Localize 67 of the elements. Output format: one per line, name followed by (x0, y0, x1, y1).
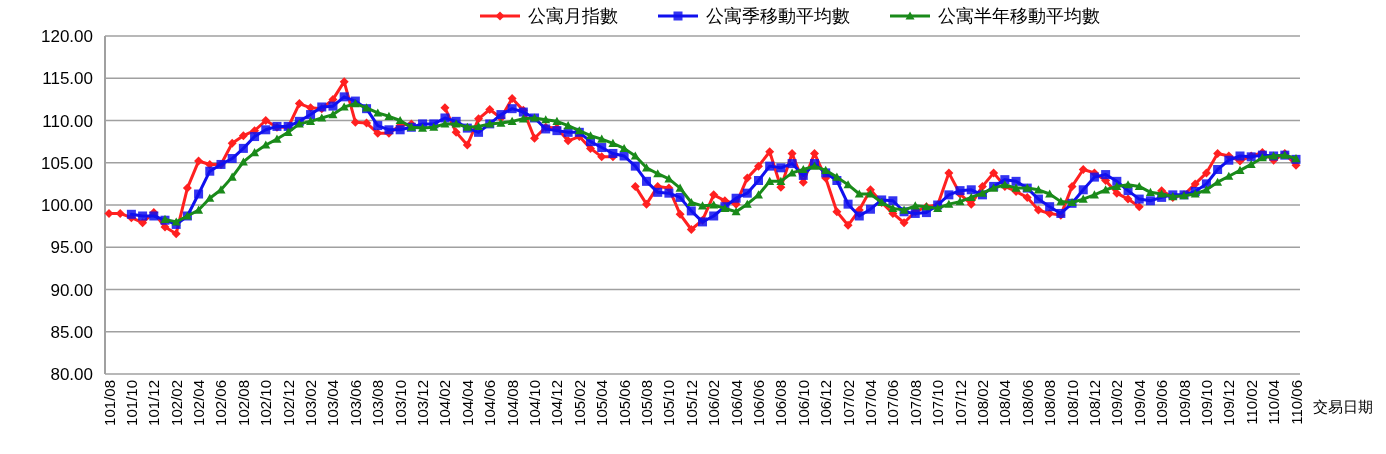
x-tick-label: 104/04 (458, 380, 476, 426)
y-tick-label: 120.00 (41, 27, 93, 46)
x-tick-label: 106/04 (727, 380, 745, 426)
x-tick-label: 109/10 (1197, 380, 1215, 426)
x-tick-label: 102/06 (212, 380, 230, 426)
x-tick-label: 104/08 (503, 380, 521, 426)
x-tick-label: 105/08 (638, 380, 656, 426)
x-tick-label: 102/02 (167, 380, 185, 426)
x-tick-label: 106/10 (794, 380, 812, 426)
x-tick-label: 103/10 (391, 380, 409, 426)
x-tick-label: 101/08 (100, 380, 118, 426)
x-axis-title: 交易日期 (1313, 398, 1373, 416)
y-tick-label: 95.00 (50, 238, 93, 258)
x-tick-label: 107/02 (839, 380, 857, 426)
x-tick-label: 109/04 (1130, 380, 1148, 426)
x-tick-label: 108/06 (1018, 380, 1036, 426)
y-tick-label: 90.00 (50, 280, 93, 300)
x-tick-label: 104/06 (481, 380, 499, 426)
x-tick-label: 107/06 (884, 380, 902, 426)
x-tick-label: 103/02 (302, 380, 320, 426)
x-tick-label: 103/04 (324, 380, 342, 426)
x-tick-label: 104/12 (548, 380, 566, 426)
y-tick-label: 85.00 (50, 322, 93, 342)
y-tick-label: 105.00 (41, 153, 93, 173)
x-tick-label: 109/12 (1220, 380, 1238, 426)
x-tick-label: 110/02 (1242, 380, 1260, 425)
x-tick-label: 105/02 (570, 380, 588, 426)
x-tick-label: 103/12 (414, 380, 432, 426)
x-tick-label: 103/08 (369, 380, 387, 426)
x-tick-label: 109/08 (1175, 380, 1193, 426)
x-tick-label: 102/08 (234, 380, 252, 426)
y-tick-label: 80.00 (50, 365, 93, 384)
x-tick-label: 102/12 (279, 380, 297, 426)
x-tick-label: 106/12 (817, 380, 835, 426)
x-tick-label: 110/04 (1265, 380, 1283, 425)
x-tick-label: 104/02 (436, 380, 454, 426)
x-tick-label: 108/04 (996, 380, 1014, 426)
legend-label: 公寓半年移動平均數 (938, 5, 1100, 26)
x-tick-label: 107/10 (929, 380, 947, 426)
x-tick-label: 101/12 (145, 380, 163, 426)
x-tick-label: 101/10 (122, 380, 140, 426)
legend-label: 公寓季移動平均數 (706, 5, 850, 26)
x-tick-label: 105/12 (682, 380, 700, 426)
x-tick-label: 108/12 (1085, 380, 1103, 426)
x-tick-label: 108/10 (1063, 380, 1081, 426)
x-tick-label: 109/02 (1108, 380, 1126, 426)
x-tick-label: 107/12 (951, 380, 969, 426)
y-tick-label: 100.00 (41, 196, 93, 215)
x-tick-label: 106/06 (749, 380, 767, 426)
x-tick-label: 110/06 (1287, 380, 1305, 425)
x-tick-label: 106/08 (772, 380, 790, 426)
x-tick-label: 109/06 (1153, 380, 1171, 426)
x-tick-label: 102/04 (190, 380, 208, 426)
legend-label: 公寓月指數 (528, 5, 618, 26)
x-tick-label: 104/10 (526, 380, 544, 426)
y-tick-label: 110.00 (42, 111, 93, 131)
x-tick-label: 107/08 (906, 380, 924, 426)
x-tick-label: 107/04 (861, 380, 879, 426)
x-tick-label: 105/10 (660, 380, 678, 426)
x-tick-label: 103/06 (346, 380, 364, 426)
x-tick-label: 102/10 (257, 380, 275, 426)
x-tick-label: 108/02 (973, 380, 991, 426)
x-tick-label: 105/04 (593, 380, 611, 426)
y-tick-label: 115.00 (42, 69, 93, 89)
x-tick-label: 106/02 (705, 380, 723, 426)
x-tick-label: 105/06 (615, 380, 633, 426)
x-tick-label: 108/08 (1041, 380, 1059, 426)
